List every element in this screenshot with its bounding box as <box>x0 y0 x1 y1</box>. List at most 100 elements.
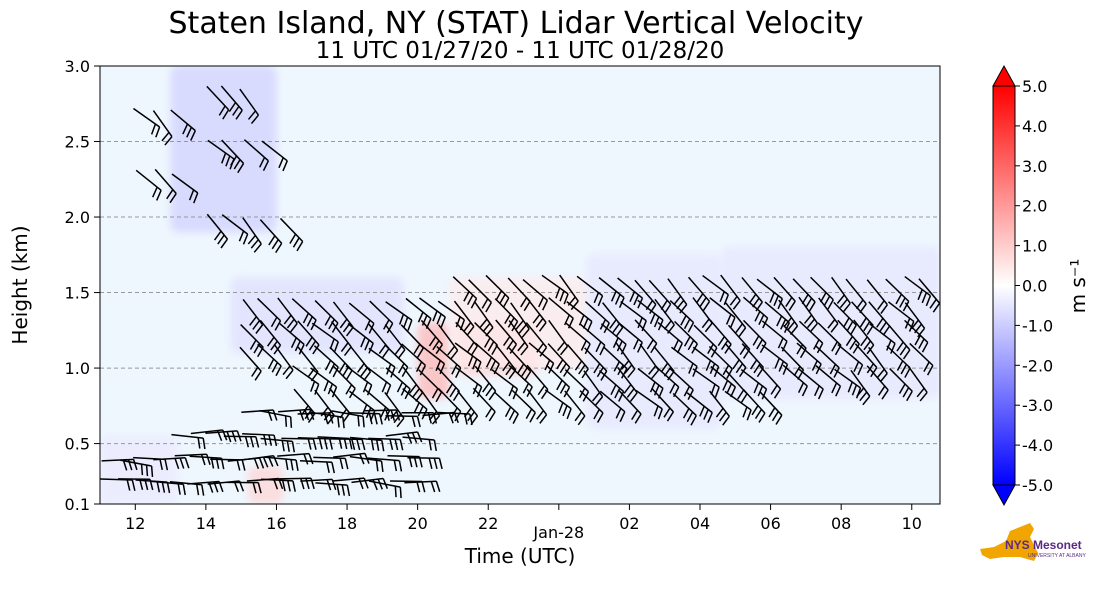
colorbar-tick-label: 2.0 <box>1022 197 1047 216</box>
wind-barb <box>670 346 698 377</box>
wind-barb <box>727 324 751 359</box>
wind-barb <box>154 168 177 204</box>
wind-barb <box>329 346 353 381</box>
wind-barb <box>206 85 230 120</box>
colorbar-tick-label: 5.0 <box>1022 77 1047 96</box>
wind-barb <box>798 320 824 354</box>
wind-barb <box>600 323 627 355</box>
wind-barb <box>868 346 888 383</box>
wind-barb <box>709 390 730 426</box>
wind-barb <box>792 278 816 312</box>
wind-barb <box>369 300 394 334</box>
wind-barb <box>526 388 548 424</box>
wind-barb <box>474 365 497 401</box>
wind-barb <box>402 366 424 402</box>
wind-barb <box>331 321 352 357</box>
wind-barb <box>455 366 483 398</box>
x-tick-label: 16 <box>266 514 286 533</box>
wind-barb <box>909 342 934 376</box>
wind-barb <box>474 322 499 356</box>
x-axis: 12 14 16 18 20 22 Jan-28 02 04 06 08 10 <box>125 504 922 542</box>
wind-barb <box>672 392 697 426</box>
y-tick-label: 0.1 <box>65 495 90 514</box>
wind-barb <box>223 435 260 448</box>
wind-barb <box>710 365 737 398</box>
wind-barb <box>783 325 807 359</box>
wind-barb <box>522 278 549 311</box>
wind-barb <box>299 459 336 474</box>
wind-barb <box>171 173 199 204</box>
wind-barb <box>837 343 864 376</box>
chart-title: Staten Island, NY (STAT) Lidar Vertical … <box>169 6 864 41</box>
wind-barb <box>456 390 479 426</box>
wind-barb <box>485 274 510 308</box>
wind-barb <box>331 410 365 428</box>
wind-barb <box>564 369 590 402</box>
logo-tagline: UNIVERSITY AT ALBANY <box>1028 553 1086 559</box>
wind-barb <box>367 457 403 472</box>
wind-barb <box>330 438 366 451</box>
wind-barb <box>674 320 698 354</box>
wind-barb <box>845 278 867 314</box>
wind-barb <box>637 299 664 331</box>
wind-barb <box>310 367 338 398</box>
wind-barb <box>314 300 339 333</box>
wind-barb <box>528 342 555 374</box>
wind-barb <box>508 347 532 382</box>
wind-barb <box>261 140 288 172</box>
wind-barb <box>491 369 519 400</box>
wind-barb <box>437 300 466 331</box>
wind-barb <box>226 481 262 494</box>
wind-barb <box>798 296 819 333</box>
wind-barb <box>472 387 496 422</box>
y-tick-label: 1.0 <box>65 359 90 378</box>
wind-barb <box>756 278 784 310</box>
wind-barb <box>153 456 190 470</box>
wind-barb <box>468 279 493 313</box>
colorbar-tick-label: -5.0 <box>1022 476 1053 495</box>
x-tick-label: 06 <box>760 514 780 533</box>
logo-text: NYS Mesonet <box>1005 538 1082 552</box>
wind-barb <box>868 301 891 336</box>
wind-barb <box>240 324 264 358</box>
wind-barb <box>525 322 548 357</box>
wind-barb <box>332 477 369 490</box>
x-tick-label: 22 <box>478 514 498 533</box>
colorbar-tick-label: -1.0 <box>1022 316 1053 335</box>
wind-barb <box>368 480 402 499</box>
wind-barb <box>818 297 839 333</box>
x-tick-label: 20 <box>407 514 427 533</box>
wind-barb <box>564 390 586 426</box>
wind-barb <box>494 298 519 332</box>
wind-barb <box>135 169 162 201</box>
wind-barb <box>437 324 459 360</box>
wind-barb <box>400 324 425 358</box>
wind-barb <box>837 319 860 354</box>
wind-barb <box>576 275 604 307</box>
wind-barb <box>152 110 173 146</box>
wind-barb <box>508 320 529 356</box>
wind-barb <box>541 274 569 305</box>
wind-barb <box>405 297 432 329</box>
wind-barb <box>547 343 571 377</box>
wind-barb <box>598 277 625 309</box>
wind-barb <box>725 302 747 338</box>
wind-barb <box>851 301 874 336</box>
wind-barb <box>257 297 282 331</box>
gridlines <box>100 141 940 445</box>
wind-barb <box>350 346 372 381</box>
wind-barb <box>635 389 663 420</box>
wind-barb <box>907 366 928 402</box>
y-tick-label: 3.0 <box>65 57 90 76</box>
wind-barb <box>120 459 154 478</box>
wind-barb <box>404 480 441 493</box>
wind-barb <box>686 392 713 424</box>
wind-barb <box>702 274 730 306</box>
wind-barb <box>918 278 940 313</box>
wind-barb <box>602 302 624 337</box>
x-tick-label: 04 <box>690 514 710 533</box>
x-tick-label: 14 <box>196 514 216 533</box>
wind-barb <box>436 345 462 379</box>
wind-barb <box>780 346 805 380</box>
